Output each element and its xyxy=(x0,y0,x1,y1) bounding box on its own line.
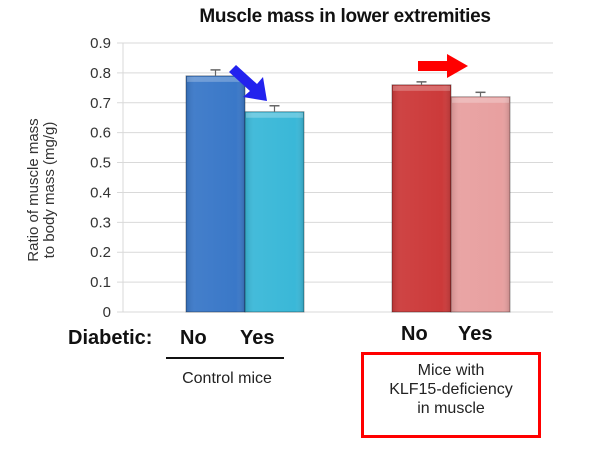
bar-bevel xyxy=(246,112,303,118)
y-tick-label: 0.3 xyxy=(90,214,111,231)
bar-1 xyxy=(244,111,305,313)
bar-shade xyxy=(186,75,245,312)
y-tick-label: 0.1 xyxy=(90,274,111,291)
y-tick-label: 0.9 xyxy=(90,35,111,52)
category-label-klf15-no: No xyxy=(401,323,428,345)
group-label-klf15-line-3: in muscle xyxy=(417,400,485,417)
diabetic-label: Diabetic: xyxy=(68,327,153,349)
bar-shade xyxy=(392,84,451,312)
bar-bevel xyxy=(187,76,244,82)
bar-3 xyxy=(450,96,511,313)
group-label-klf15-box: Mice with KLF15-deficiency in muscle xyxy=(361,352,541,438)
y-tick-label: 0.2 xyxy=(90,244,111,261)
group-underline xyxy=(166,357,284,359)
y-tick-label: 0.4 xyxy=(90,184,111,201)
bar-bevel xyxy=(393,85,450,91)
bar-shade xyxy=(451,96,510,312)
decrease-arrow-icon xyxy=(229,65,267,101)
category-label-control-yes: Yes xyxy=(240,327,275,349)
group-label-klf15-line-2: KLF15-deficiency xyxy=(389,381,513,398)
group-label-klf15-line-1: Mice with xyxy=(417,362,485,379)
bar-bevel xyxy=(452,97,509,103)
no-change-arrow-icon xyxy=(418,54,468,78)
bar-0 xyxy=(185,75,246,313)
bar-shade xyxy=(245,111,304,312)
chart-title: Muscle mass in lower extremities xyxy=(199,6,491,27)
y-tick-label: 0.7 xyxy=(90,95,111,112)
category-label-control-no: No xyxy=(180,327,207,349)
y-tick-label: 0.6 xyxy=(90,125,111,142)
category-label-klf15-yes: Yes xyxy=(458,323,493,345)
y-tick-label: 0 xyxy=(103,304,111,321)
bar-2 xyxy=(391,84,452,313)
y-tick-label: 0.8 xyxy=(90,65,111,82)
group-label-control: Control mice xyxy=(182,370,272,387)
y-tick-label: 0.5 xyxy=(90,155,111,172)
